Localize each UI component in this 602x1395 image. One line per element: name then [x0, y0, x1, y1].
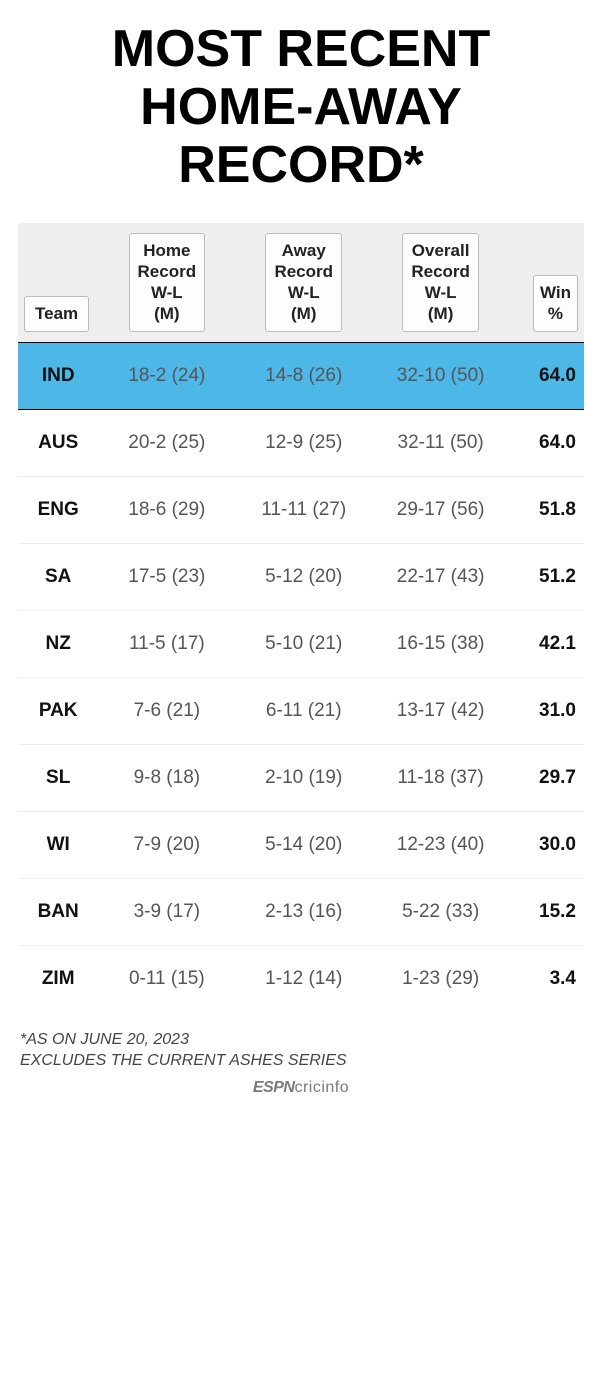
cell-overall: 32-11 (50) [372, 409, 509, 476]
table-row: SL9-8 (18)2-10 (19)11-18 (37)29.7 [18, 744, 584, 811]
cell-home: 3-9 (17) [98, 878, 235, 945]
col-header-win-btn[interactable]: Win% [533, 275, 578, 332]
footnote-line: EXCLUDES THE CURRENT ASHES SERIES [20, 1051, 584, 1072]
cell-team: AUS [18, 409, 98, 476]
cell-win: 42.1 [509, 610, 584, 677]
col-header-away-btn[interactable]: AwayRecordW-L(M) [265, 233, 342, 332]
cell-home: 18-6 (29) [98, 476, 235, 543]
cell-win: 64.0 [509, 342, 584, 409]
cell-win: 64.0 [509, 409, 584, 476]
footnote-line: *AS ON JUNE 20, 2023 [20, 1030, 584, 1051]
cell-team: PAK [18, 677, 98, 744]
cell-overall: 11-18 (37) [372, 744, 509, 811]
col-header-away[interactable]: AwayRecordW-L(M) [235, 223, 372, 343]
cell-away: 11-11 (27) [235, 476, 372, 543]
cell-home: 18-2 (24) [98, 342, 235, 409]
table-row: BAN3-9 (17)2-13 (16)5-22 (33)15.2 [18, 878, 584, 945]
cell-win: 3.4 [509, 945, 584, 1012]
cell-overall: 29-17 (56) [372, 476, 509, 543]
cell-team: WI [18, 811, 98, 878]
cell-away: 1-12 (14) [235, 945, 372, 1012]
cell-home: 20-2 (25) [98, 409, 235, 476]
records-table: Team HomeRecordW-L(M) AwayRecordW-L(M) O… [18, 223, 584, 1012]
cell-away: 2-10 (19) [235, 744, 372, 811]
table-row: ZIM0-11 (15)1-12 (14)1-23 (29)3.4 [18, 945, 584, 1012]
table-row: NZ11-5 (17)5-10 (21)16-15 (38)42.1 [18, 610, 584, 677]
table-row: IND18-2 (24)14-8 (26)32-10 (50)64.0 [18, 342, 584, 409]
col-header-team-btn[interactable]: Team [24, 296, 89, 331]
cell-home: 0-11 (15) [98, 945, 235, 1012]
col-header-home[interactable]: HomeRecordW-L(M) [98, 223, 235, 343]
cell-overall: 13-17 (42) [372, 677, 509, 744]
cell-team: BAN [18, 878, 98, 945]
col-header-win[interactable]: Win% [509, 223, 584, 343]
table-header-row: Team HomeRecordW-L(M) AwayRecordW-L(M) O… [18, 223, 584, 343]
cell-away: 12-9 (25) [235, 409, 372, 476]
col-header-home-btn[interactable]: HomeRecordW-L(M) [129, 233, 206, 332]
cell-overall: 32-10 (50) [372, 342, 509, 409]
cell-win: 30.0 [509, 811, 584, 878]
footnotes: *AS ON JUNE 20, 2023 EXCLUDES THE CURREN… [18, 1030, 584, 1072]
table-row: ENG18-6 (29)11-11 (27)29-17 (56)51.8 [18, 476, 584, 543]
table-row: SA17-5 (23)5-12 (20)22-17 (43)51.2 [18, 543, 584, 610]
cell-overall: 5-22 (33) [372, 878, 509, 945]
cell-away: 5-12 (20) [235, 543, 372, 610]
brand-suffix: cricinfo [294, 1079, 349, 1096]
table-card: MOST RECENT HOME-AWAY RECORD* Team HomeR… [0, 0, 602, 1109]
cell-overall: 1-23 (29) [372, 945, 509, 1012]
cell-team: ZIM [18, 945, 98, 1012]
table-row: WI7-9 (20)5-14 (20)12-23 (40)30.0 [18, 811, 584, 878]
cell-home: 7-6 (21) [98, 677, 235, 744]
cell-win: 51.2 [509, 543, 584, 610]
cell-home: 9-8 (18) [98, 744, 235, 811]
cell-overall: 12-23 (40) [372, 811, 509, 878]
page-title: MOST RECENT HOME-AWAY RECORD* [18, 20, 584, 195]
cell-team: SA [18, 543, 98, 610]
col-header-team[interactable]: Team [18, 223, 98, 343]
cell-away: 5-14 (20) [235, 811, 372, 878]
cell-win: 31.0 [509, 677, 584, 744]
table-body: IND18-2 (24)14-8 (26)32-10 (50)64.0AUS20… [18, 342, 584, 1012]
col-header-overall[interactable]: OverallRecordW-L(M) [372, 223, 509, 343]
cell-home: 17-5 (23) [98, 543, 235, 610]
brand-prefix: ESPN [253, 1079, 295, 1096]
table-row: PAK7-6 (21)6-11 (21)13-17 (42)31.0 [18, 677, 584, 744]
cell-away: 2-13 (16) [235, 878, 372, 945]
cell-win: 51.8 [509, 476, 584, 543]
cell-win: 15.2 [509, 878, 584, 945]
col-header-overall-btn[interactable]: OverallRecordW-L(M) [402, 233, 479, 332]
brand-credit: ESPNcricinfo [18, 1079, 584, 1097]
cell-overall: 16-15 (38) [372, 610, 509, 677]
table-row: AUS20-2 (25)12-9 (25)32-11 (50)64.0 [18, 409, 584, 476]
cell-away: 5-10 (21) [235, 610, 372, 677]
cell-overall: 22-17 (43) [372, 543, 509, 610]
cell-team: NZ [18, 610, 98, 677]
cell-team: IND [18, 342, 98, 409]
cell-home: 11-5 (17) [98, 610, 235, 677]
cell-team: ENG [18, 476, 98, 543]
cell-away: 14-8 (26) [235, 342, 372, 409]
cell-win: 29.7 [509, 744, 584, 811]
cell-home: 7-9 (20) [98, 811, 235, 878]
cell-team: SL [18, 744, 98, 811]
cell-away: 6-11 (21) [235, 677, 372, 744]
